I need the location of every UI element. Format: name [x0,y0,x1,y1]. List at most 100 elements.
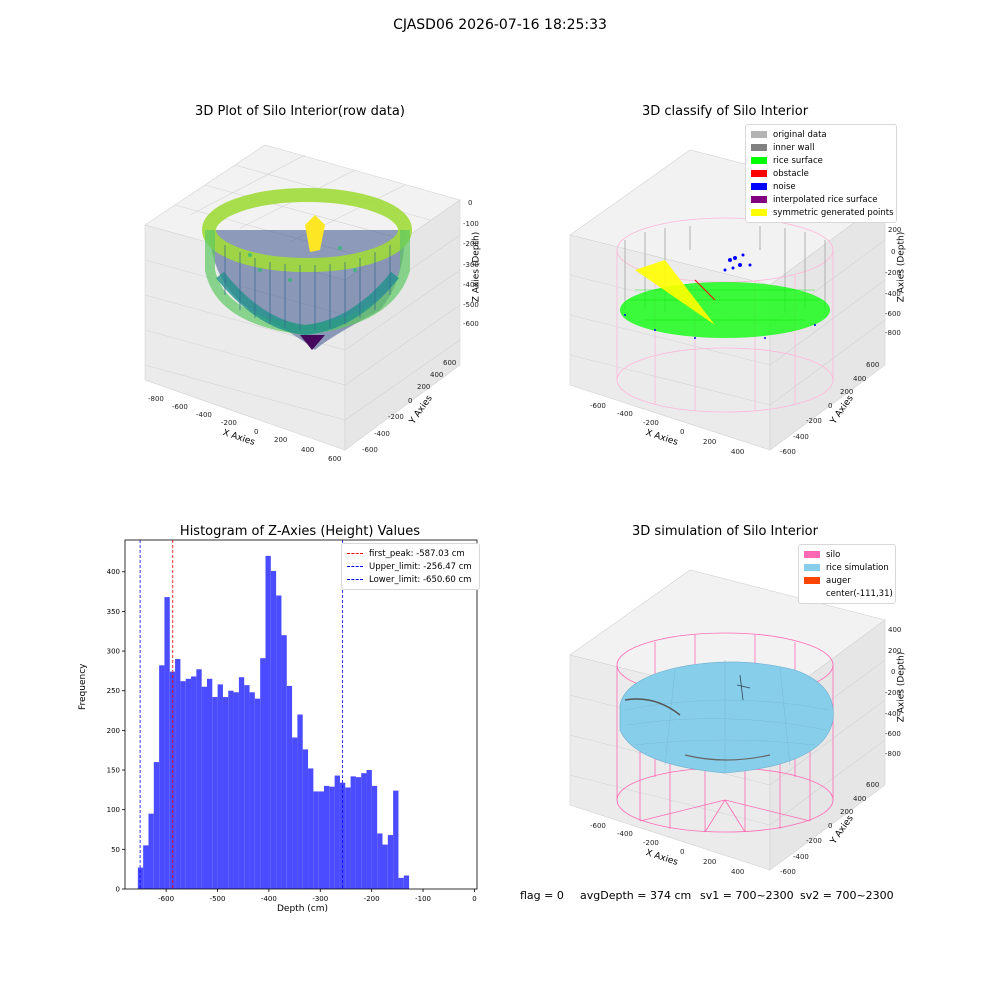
histogram-chart: -600 -500 -400 -300 -200 -100 0 0 50 100 150 200 250… [107,539,478,903]
simulation-z-tick: 200 [888,647,902,655]
legend-label: first_peak: -587.03 cm [369,548,465,559]
simulation-x-tick: -200 [643,839,659,847]
classify-panel-title: 3D classify of Silo Interior [641,104,809,119]
histogram-legend: first_peak: -587.03 cm Upper_limit: -256… [341,543,480,590]
legend-swatch [751,157,767,164]
histogram-bar [398,877,404,889]
histogram-y-tick-label: 400 [107,568,120,576]
legend-swatch [804,577,820,584]
raw-x-tick: -600 [172,403,188,411]
legend-label: symmetric generated points [773,207,894,218]
legend-label: Upper_limit: -256.47 cm [369,561,472,572]
histogram-x-tick-label: -300 [312,895,328,903]
status-sv1: sv1 = 700~2300 [700,889,794,902]
simulation-x-tick: 0 [680,848,685,856]
histogram-bar [302,749,309,889]
histogram-bar [270,570,277,889]
histogram-bar [393,790,399,889]
simulation-z-tick: -800 [885,750,901,758]
histogram-bar [323,785,330,889]
simulation-x-tick: 200 [703,858,717,866]
histogram-bar [281,635,287,889]
legend-swatch [751,170,767,177]
histogram-bar [377,833,383,889]
histogram-y-tick-label: 300 [107,648,120,656]
legend-line [347,553,363,554]
simulation-x-tick: -400 [617,830,633,838]
raw-y-tick: 600 [443,359,457,367]
histogram-bar [355,777,362,889]
raw-x-tick: -200 [221,419,237,427]
legend-item: Lower_limit: -650.60 cm [347,573,474,586]
histogram-bar [212,697,218,889]
histogram-bar [308,768,314,889]
classify-z-tick: 0 [891,248,896,256]
raw-z-tick: -300 [463,261,479,269]
simulation-y-tick: 0 [828,822,833,830]
classify-y-tick: 600 [866,361,880,369]
histogram-y-tick-label: 200 [107,727,120,735]
legend-item: noise [751,180,891,193]
histogram-bar [350,776,356,889]
classify-y-tick: 0 [828,402,833,410]
legend-label: auger [826,575,851,586]
simulation-z-tick: 400 [888,626,902,634]
histogram-x-tick-label: -400 [261,895,277,903]
simulation-y-tick: 600 [866,781,880,789]
histogram-bar [334,775,340,889]
legend-swatch [751,196,767,203]
raw-y-tick: -400 [374,430,390,438]
raw-z-tick: 0 [468,199,473,207]
histogram-y-tick-label: 150 [107,767,120,775]
raw-y-tick: -200 [388,413,404,421]
simulation-panel-title: 3D simulation of Silo Interior [632,524,818,539]
raw-x-tick: 400 [301,446,315,454]
legend-item: Upper_limit: -256.47 cm [347,560,474,573]
legend-item: rice simulation [804,561,890,574]
legend-item: interpolated rice surface [751,193,891,206]
legend-label: inner wall [773,142,815,153]
legend-item: first_peak: -587.03 cm [347,547,474,560]
legend-label: interpolated rice surface [773,194,878,205]
simulation-y-tick: -200 [806,837,822,845]
histogram-bar [233,692,239,889]
raw-panel-title: 3D Plot of Silo Interior(row data) [195,104,405,119]
histogram-bar [196,669,202,889]
classify-y-tick: 200 [840,388,854,396]
raw-z-tick: -400 [463,281,479,289]
simulation-x-tick: 400 [731,868,745,876]
classify-z-tick: -200 [885,269,901,277]
legend-item: symmetric generated points [751,206,894,219]
histogram-bar [366,770,372,889]
simulation-y-tick: -400 [793,853,809,861]
classify-y-tick: -600 [780,448,796,456]
raw-z-tick: -200 [463,240,479,248]
simulation-z-tick: -400 [885,710,901,718]
legend-item: center(-111,31) [804,587,893,600]
status-avg-depth: avgDepth = 374 cm [580,889,692,902]
histogram-bar [201,686,207,889]
simulation-z-tick: -200 [885,689,901,697]
histogram-bar [382,844,388,889]
histogram-bar [361,773,367,889]
simulation-x-tick: -600 [590,822,606,830]
raw-z-tick: -600 [463,320,479,328]
figure-title: CJASD06 2026-07-16 18:25:33 [393,17,607,33]
histogram-ylabel: Frequency [78,663,88,711]
legend-line [347,579,363,580]
histogram-frame [124,539,478,890]
histogram-bar [185,678,192,889]
histogram-bar [292,737,298,889]
histogram-y-tick-label: 50 [111,846,120,854]
legend-swatch [751,131,767,138]
raw-y-tick: 0 [408,397,413,405]
histogram-bar [143,845,149,889]
histogram-bar [206,678,213,889]
classify-z-tick: -400 [885,290,901,298]
histogram-bar [164,597,170,889]
raw-x-tick: -800 [148,395,164,403]
legend-item: auger [804,574,890,587]
histogram-bar [265,555,271,889]
histogram-bar [137,867,144,889]
histogram-bar [148,813,154,889]
